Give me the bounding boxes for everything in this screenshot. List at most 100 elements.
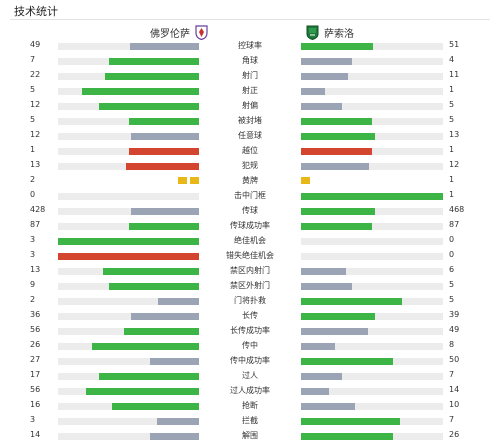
stat-label: 任意球 (238, 131, 262, 140)
home-bar-fill (98, 103, 199, 110)
away-bar-fill (301, 73, 348, 80)
page-title: 技术统计 (14, 5, 58, 18)
away-bar-fill (301, 283, 353, 290)
home-bar-track (58, 268, 199, 275)
home-bar-fill (131, 313, 199, 320)
stat-label: 抢断 (242, 401, 258, 410)
away-stat-value: 8 (449, 340, 455, 349)
stat-label: 解围 (242, 431, 258, 440)
stat-label: 越位 (242, 146, 258, 155)
stat-label: 射门 (242, 71, 258, 80)
stat-label: 射偏 (242, 101, 258, 110)
stat-row: 3 绝佳机会 0 (0, 234, 500, 249)
away-stat-value: 13 (449, 130, 460, 139)
away-team-name: 萨索洛 (324, 28, 354, 40)
stat-row: 0 击中门框 1 (0, 189, 500, 204)
away-stat-value: 1 (449, 85, 455, 94)
away-bar-fill (301, 88, 326, 95)
stat-row: 27 传中成功率 50 (0, 354, 500, 369)
away-bar-track (301, 418, 443, 425)
stat-row: 12 射偏 5 (0, 99, 500, 114)
home-bar-track (58, 148, 199, 155)
away-bar-fill (301, 148, 372, 155)
stat-label: 长传 (242, 311, 258, 320)
home-stat-value: 22 (30, 70, 41, 79)
yellow-card-icon (178, 177, 187, 184)
home-bar-track (58, 313, 199, 320)
away-bar-track (301, 208, 443, 215)
home-bar-track (58, 328, 199, 335)
away-stat-value: 7 (449, 415, 455, 424)
home-yellow-cards (178, 177, 199, 186)
away-bar-track (301, 118, 443, 125)
fiorentina-crest-icon (195, 24, 208, 40)
away-team[interactable]: 萨索洛 (306, 22, 354, 42)
away-bar-track (301, 58, 443, 65)
away-stat-value: 87 (449, 220, 460, 229)
home-bar-track (58, 373, 199, 380)
stat-row: 3 拦截 7 (0, 414, 500, 429)
home-stat-value: 17 (30, 370, 41, 379)
away-stat-value: 12 (449, 160, 460, 169)
header-divider (10, 19, 490, 20)
away-stat-value: 468 (449, 205, 465, 214)
away-stat-value: 1 (449, 190, 455, 199)
stat-label: 错失绝佳机会 (226, 251, 274, 260)
home-bar-fill (124, 328, 199, 335)
away-stat-value: 7 (449, 370, 455, 379)
home-stat-value: 0 (30, 190, 36, 199)
stat-row: 17 过人 7 (0, 369, 500, 384)
home-bar-fill (104, 73, 199, 80)
stat-label: 黄牌 (242, 176, 258, 185)
sassuolo-crest-icon (306, 25, 319, 40)
away-bar-track (301, 133, 443, 140)
yellow-card-icon (301, 177, 310, 184)
stat-row: 428 传球 468 (0, 204, 500, 219)
away-bar-fill (301, 208, 375, 215)
away-stat-value: 50 (449, 355, 460, 364)
away-bar-fill (301, 328, 368, 335)
stat-label: 击中门框 (234, 191, 266, 200)
stat-row: 2 黄牌 1 (0, 174, 500, 189)
home-bar-track (58, 73, 199, 80)
home-team[interactable]: 佛罗伦萨 (150, 22, 208, 42)
away-stat-value: 1 (449, 175, 455, 184)
home-bar-fill (131, 133, 199, 140)
stat-row: 1 越位 1 (0, 144, 500, 159)
away-bar-fill (301, 298, 402, 305)
away-stat-value: 10 (449, 400, 460, 409)
away-bar-track (301, 238, 443, 245)
stat-row: 3 错失绝佳机会 0 (0, 249, 500, 264)
stat-row: 12 任意球 13 (0, 129, 500, 144)
home-stat-value: 3 (30, 415, 36, 424)
home-bar-fill (103, 268, 199, 275)
away-bar-track (301, 298, 443, 305)
home-bar-track (58, 358, 199, 365)
away-yellow-cards (301, 177, 310, 186)
stat-label: 射正 (242, 86, 258, 95)
home-stat-value: 5 (30, 115, 36, 124)
home-bar-track (58, 418, 199, 425)
home-bar-fill (111, 403, 199, 410)
stat-label: 长传成功率 (230, 326, 270, 335)
home-bar-track (58, 223, 199, 230)
away-stat-value: 5 (449, 295, 455, 304)
stat-label: 绝佳机会 (234, 236, 266, 245)
away-bar-track (301, 223, 443, 230)
home-bar-track (58, 43, 199, 50)
away-bar-fill (301, 223, 372, 230)
away-bar-track (301, 148, 443, 155)
home-stat-value: 428 (30, 205, 46, 214)
home-bar-fill (98, 373, 199, 380)
stat-label: 禁区外射门 (230, 281, 270, 290)
home-stat-value: 36 (30, 310, 41, 319)
home-bar-fill (158, 298, 199, 305)
stat-label: 角球 (242, 56, 258, 65)
away-bar-track (301, 88, 443, 95)
away-bar-fill (301, 118, 372, 125)
away-stat-value: 0 (449, 235, 455, 244)
home-stat-value: 12 (30, 100, 41, 109)
away-bar-fill (301, 403, 355, 410)
away-bar-fill (301, 388, 330, 395)
away-bar-track (301, 253, 443, 260)
